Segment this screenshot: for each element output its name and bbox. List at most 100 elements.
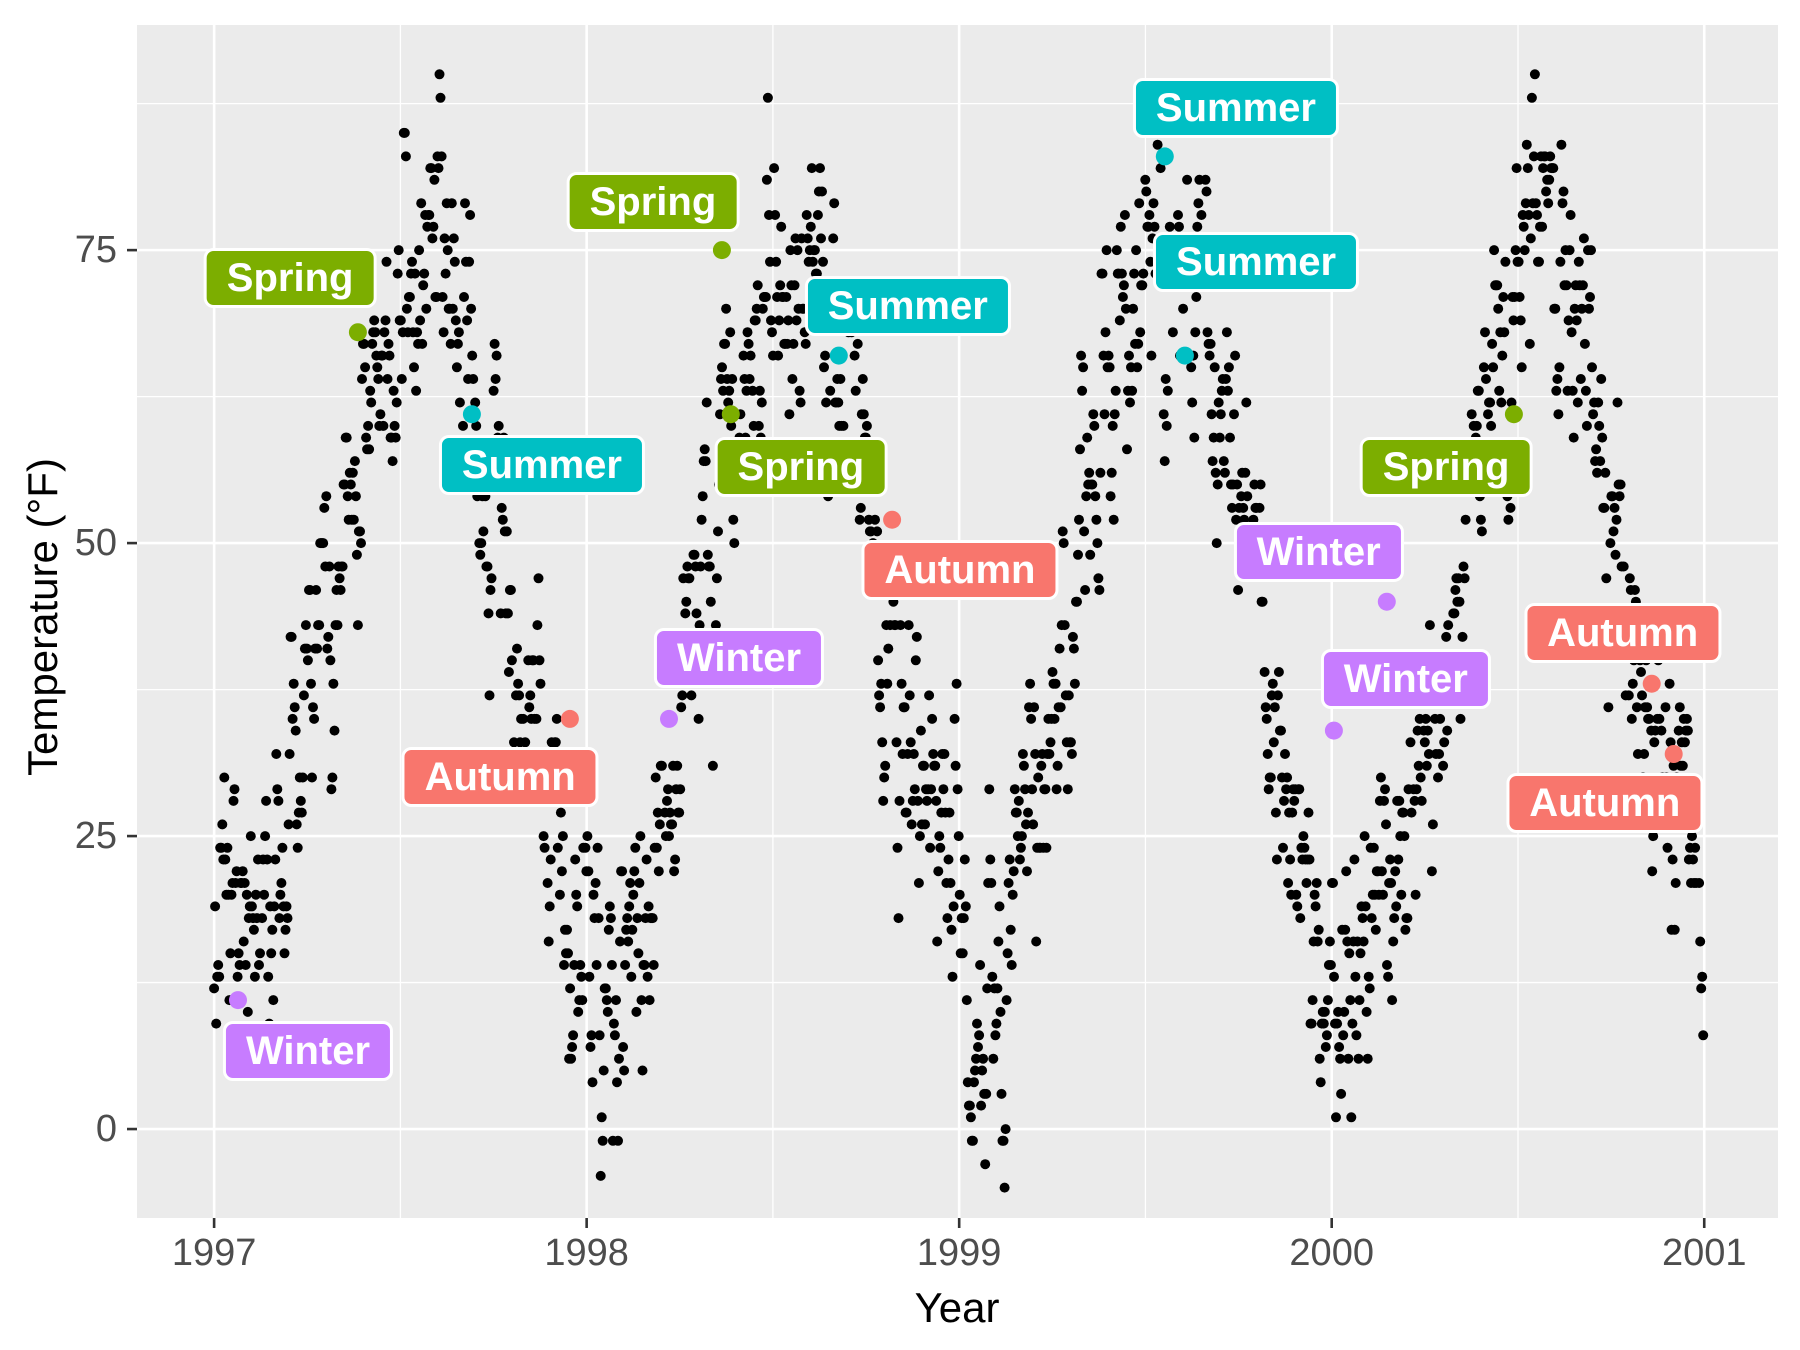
highlight-point-winter [1377,592,1396,611]
data-point [277,842,288,853]
data-point [287,713,298,724]
data-point [1041,842,1052,853]
data-point [543,936,554,947]
data-point [1458,561,1469,572]
data-point [981,1088,992,1099]
data-point [949,713,960,724]
data-point [736,444,747,455]
data-point [449,256,460,267]
data-point [1380,784,1390,795]
data-point [684,573,695,584]
data-point [675,784,686,795]
data-point [977,1065,988,1076]
data-point [699,444,710,455]
data-point [985,854,996,865]
data-point [823,491,834,502]
data-point [822,467,833,478]
data-point [965,1112,976,1123]
data-point [623,936,634,947]
data-point [1654,713,1665,724]
data-point [1147,233,1158,244]
data-point [238,936,249,947]
data-point [1641,655,1652,666]
data-point [421,303,432,314]
data-point [535,678,546,689]
data-point [1144,210,1155,220]
data-point [237,866,248,877]
data-point [297,772,308,783]
data-point [1052,760,1063,771]
data-point [996,1088,1007,1099]
data-point [729,538,740,549]
data-point [858,409,869,420]
data-point [1206,409,1217,420]
data-point [1532,210,1542,220]
data-point [990,1030,1001,1041]
data-point [1409,795,1420,806]
data-point [594,1030,605,1041]
data-point [259,889,270,900]
data-point [533,573,544,584]
data-point [1026,713,1037,724]
data-point [459,292,469,302]
data-point [853,467,864,478]
data-point [1526,92,1537,103]
data-point [480,491,491,502]
data-point [1636,667,1646,677]
data-point [501,526,512,537]
data-point [993,936,1004,947]
data-point [1543,198,1554,209]
data-point [220,854,231,865]
data-point [869,585,879,595]
data-point [573,1006,584,1017]
data-point [1358,936,1369,947]
data-point [1315,1077,1326,1088]
data-point [471,420,482,431]
data-point [300,620,311,631]
data-point [1667,854,1678,865]
data-point [1240,467,1251,478]
data-point [1279,795,1289,806]
data-point [240,960,251,970]
data-point [505,585,516,595]
data-point [1573,256,1584,267]
data-point [476,538,487,549]
data-point [692,655,703,666]
data-point [464,256,475,267]
data-point [1354,995,1365,1006]
data-point [752,280,763,291]
data-point [530,749,541,759]
data-point [282,913,293,924]
data-point [1283,878,1294,888]
data-point [799,327,810,338]
data-point [883,643,894,654]
data-point [1350,971,1361,982]
data-point [1004,854,1015,865]
data-point [1278,842,1288,853]
data-point [570,854,581,865]
data-point [1306,1018,1317,1029]
data-point [905,737,916,748]
data-point [725,327,736,338]
data-point [537,772,548,783]
data-point [1619,620,1630,631]
data-point [1387,995,1398,1006]
data-point [626,971,637,982]
data-point [693,713,704,724]
data-point [307,772,317,783]
data-point [1196,210,1207,220]
data-point [1608,526,1619,537]
data-point [920,819,930,830]
data-point [373,374,384,384]
data-point [1565,210,1576,220]
data-point [288,678,299,689]
data-point [248,924,259,935]
data-point [1059,620,1070,631]
data-point [451,362,462,373]
data-point [1515,315,1526,326]
data-point [677,690,688,701]
data-point [1069,678,1080,689]
data-point [1265,772,1276,783]
data-point [766,315,776,326]
data-point [617,866,628,877]
